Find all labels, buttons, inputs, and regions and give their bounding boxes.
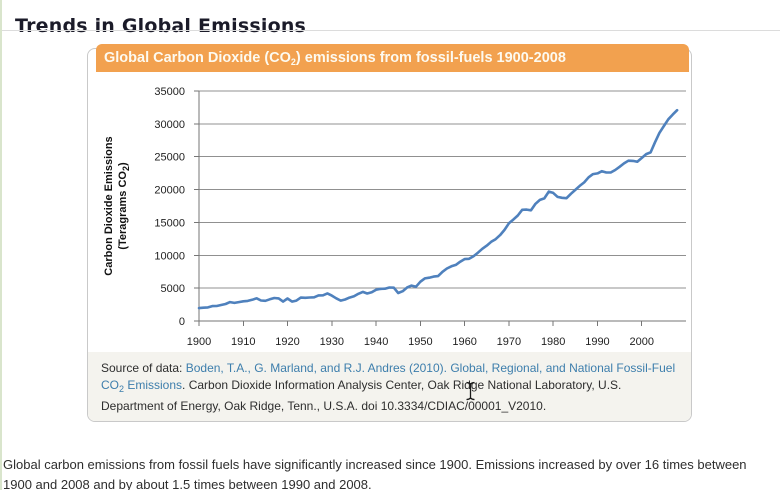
emissions-line-chart: 0 5000 10000 15000 20000 25000 30000 35000 1900 1…: [154, 86, 686, 348]
svg-text:1970: 1970: [497, 336, 521, 348]
svg-text:1940: 1940: [364, 336, 388, 348]
svg-text:10000: 10000: [154, 250, 185, 262]
figure-title-subscript: 2: [290, 57, 296, 67]
summary-paragraph: Global carbon emissions from fossil fuel…: [3, 457, 747, 490]
figure-title-pre: Global Carbon Dioxide (CO: [104, 50, 291, 66]
page-heading: Trends in Global Emissions: [15, 14, 307, 37]
source-label: Source of data:: [101, 361, 186, 375]
svg-text:0: 0: [179, 316, 185, 328]
svg-text:1920: 1920: [275, 336, 299, 348]
source-rest: . Carbon Dioxide Information Analysis Ce…: [101, 378, 622, 413]
svg-text:5000: 5000: [161, 283, 185, 295]
y-axis-label-line1: Carbon Dioxide Emissions: [103, 136, 115, 276]
svg-text:20000: 20000: [154, 185, 185, 197]
svg-text:1900: 1900: [187, 336, 211, 348]
svg-text:1910: 1910: [231, 336, 255, 348]
figure-title-post: ) emissions from fossil-fuels 1900-2008: [295, 50, 566, 66]
svg-text:15000: 15000: [154, 217, 185, 229]
svg-text:1950: 1950: [408, 336, 432, 348]
svg-text:25000: 25000: [154, 152, 185, 164]
svg-text:1930: 1930: [320, 336, 344, 348]
y-axis-label-line2: (Teragrams CO2): [117, 162, 131, 250]
source-note: Source of data: Boden, T.A., G. Marland,…: [101, 360, 681, 415]
heading-divider: [2, 30, 780, 31]
text-cursor-icon: [466, 381, 475, 401]
source-link[interactable]: Boden, T.A., G. Marland, and R.J. Andres…: [101, 361, 676, 394]
svg-text:35000: 35000: [154, 86, 185, 98]
svg-text:1980: 1980: [541, 336, 565, 348]
svg-text:1990: 1990: [585, 336, 609, 348]
svg-text:2000: 2000: [629, 336, 653, 348]
svg-text:1960: 1960: [452, 336, 476, 348]
svg-text:30000: 30000: [154, 119, 185, 131]
figure-title-bar: Global Carbon Dioxide (CO2) emissions fr…: [96, 44, 689, 72]
y-axis-label: Carbon Dioxide Emissions (Teragrams CO2): [102, 81, 132, 331]
left-edge-accent: [0, 0, 2, 490]
source-box: Source of data: Boden, T.A., G. Marland,…: [88, 352, 691, 421]
